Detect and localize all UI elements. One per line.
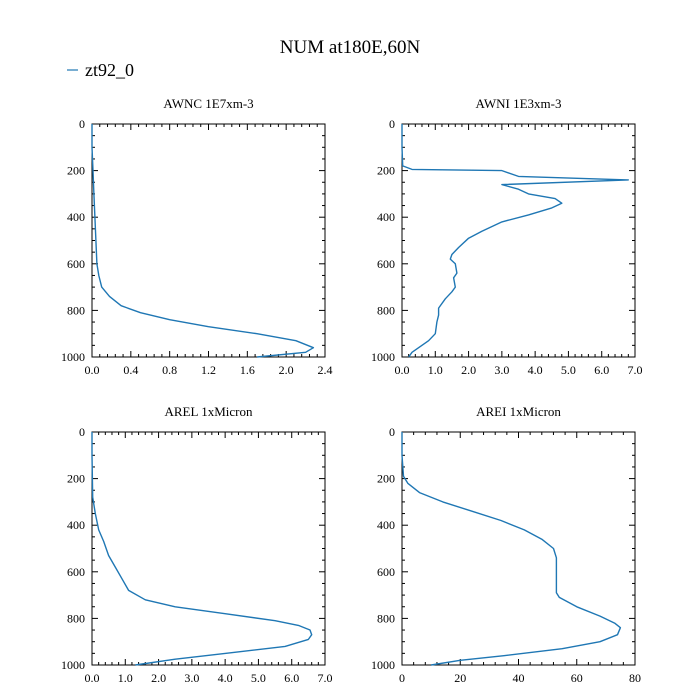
y-tick-label: 600 [67, 565, 85, 579]
y-tick-label: 1000 [371, 658, 395, 672]
y-tick-label: 1000 [61, 658, 85, 672]
x-tick-label: 80 [629, 671, 641, 685]
x-tick-label: 40 [513, 671, 525, 685]
legend: zt92_0 [67, 60, 134, 80]
panel-title: AWNI 1E3xm-3 [476, 96, 562, 111]
x-tick-label: 2.4 [318, 363, 333, 377]
panel-title: AWNC 1E7xm-3 [163, 96, 253, 111]
x-tick-label: 5.0 [251, 671, 266, 685]
series-line [91, 432, 313, 666]
y-tick-label: 1000 [61, 350, 85, 364]
x-tick-label: 1.6 [240, 363, 255, 377]
x-tick-label: 3.0 [494, 363, 509, 377]
y-tick-label: 600 [67, 257, 85, 271]
y-tick-label: 200 [377, 164, 395, 178]
series-line [401, 124, 629, 358]
y-tick-label: 600 [377, 257, 395, 271]
y-tick-label: 400 [377, 210, 395, 224]
plot-frame [91, 123, 326, 358]
panel-title: AREL 1xMicron [165, 404, 253, 419]
y-tick-label: 200 [67, 164, 85, 178]
y-tick-label: 800 [67, 611, 85, 625]
series-line [91, 124, 315, 358]
x-tick-label: 0.4 [123, 363, 138, 377]
y-tick-label: 400 [67, 518, 85, 532]
x-tick-label: 0.0 [395, 363, 410, 377]
x-tick-label: 2.0 [461, 363, 476, 377]
y-tick-label: 800 [377, 611, 395, 625]
x-tick-label: 6.0 [594, 363, 609, 377]
y-tick-label: 0 [79, 117, 85, 131]
series-line [401, 432, 622, 666]
x-tick-label: 2.0 [151, 671, 166, 685]
x-tick-label: 1.0 [428, 363, 443, 377]
x-tick-label: 60 [571, 671, 583, 685]
figure-title: NUM at180E,60N [280, 37, 421, 58]
x-tick-label: 20 [454, 671, 466, 685]
legend-label: zt92_0 [85, 60, 134, 80]
y-tick-label: 400 [67, 210, 85, 224]
x-tick-label: 6.0 [284, 671, 299, 685]
x-tick-label: 0.0 [85, 363, 100, 377]
y-tick-label: 800 [377, 303, 395, 317]
x-tick-label: 4.0 [218, 671, 233, 685]
y-tick-label: 400 [377, 518, 395, 532]
y-tick-label: 200 [67, 472, 85, 486]
x-tick-label: 7.0 [628, 363, 643, 377]
panel-title: AREI 1xMicron [476, 404, 561, 419]
x-tick-label: 2.0 [279, 363, 294, 377]
x-tick-label: 5.0 [561, 363, 576, 377]
x-tick-label: 0 [399, 671, 405, 685]
y-tick-label: 0 [389, 425, 395, 439]
x-tick-label: 0.8 [162, 363, 177, 377]
y-tick-label: 1000 [371, 350, 395, 364]
panel-4: AREI 1xMicron 0 200 400 600 800 1000 0 20 40 60 80 [371, 404, 641, 685]
y-tick-label: 0 [389, 117, 395, 131]
x-tick-label: 3.0 [184, 671, 199, 685]
y-tick-label: 800 [67, 303, 85, 317]
plot-frame [91, 431, 326, 666]
y-tick-label: 200 [377, 472, 395, 486]
x-tick-label: 7.0 [318, 671, 333, 685]
x-tick-label: 4.0 [528, 363, 543, 377]
x-tick-label: 0.0 [85, 671, 100, 685]
y-tick-label: 600 [377, 565, 395, 579]
y-tick-label: 0 [79, 425, 85, 439]
x-tick-label: 1.2 [201, 363, 216, 377]
x-tick-label: 1.0 [118, 671, 133, 685]
plot-frame [401, 431, 636, 666]
